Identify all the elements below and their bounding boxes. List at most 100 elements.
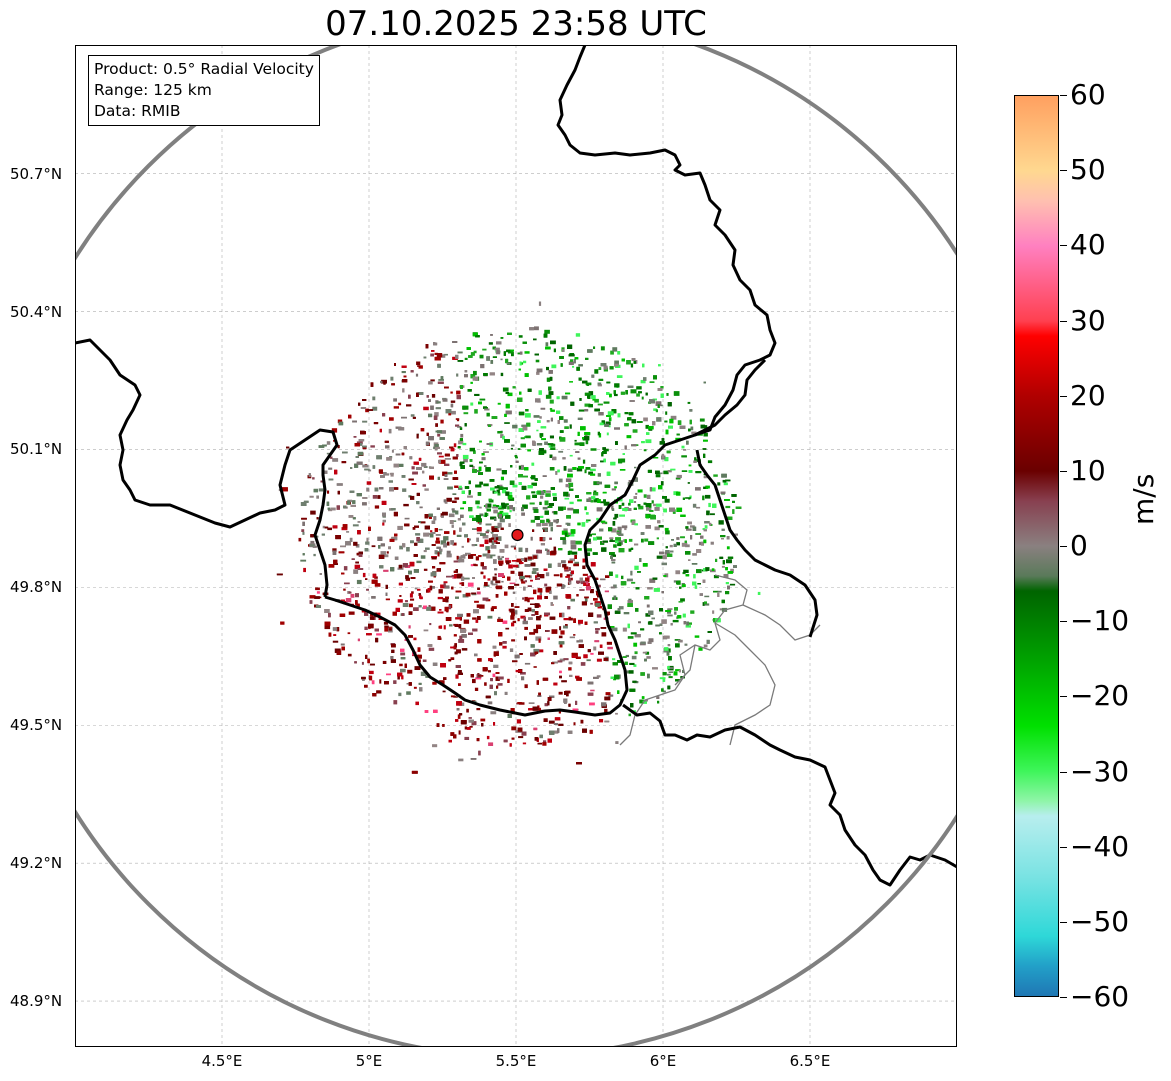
echo-pixel bbox=[393, 700, 398, 705]
echo-pixel bbox=[524, 575, 531, 578]
echo-pixel bbox=[452, 500, 457, 503]
echo-pixel bbox=[553, 682, 558, 686]
echo-pixel bbox=[532, 529, 535, 532]
echo-pixel bbox=[659, 441, 665, 445]
echo-pixel bbox=[401, 365, 407, 368]
echo-pixel bbox=[401, 416, 407, 419]
echo-pixel bbox=[661, 438, 665, 441]
echo-pixel bbox=[528, 617, 533, 620]
echo-pixel bbox=[389, 417, 394, 421]
echo-pixel bbox=[721, 538, 724, 540]
echo-pixel bbox=[649, 399, 655, 404]
echo-pixel bbox=[436, 546, 441, 549]
echo-pixel bbox=[401, 371, 406, 374]
echo-pixel bbox=[468, 507, 473, 512]
echo-pixel bbox=[647, 587, 653, 590]
echo-pixel bbox=[548, 386, 552, 391]
echo-pixel bbox=[380, 543, 385, 547]
echo-pixel bbox=[389, 487, 394, 492]
echo-pixel bbox=[598, 378, 604, 381]
echo-pixel bbox=[624, 507, 629, 509]
echo-pixel bbox=[428, 647, 435, 651]
echo-pixel bbox=[402, 488, 407, 492]
echo-pixel bbox=[320, 480, 325, 483]
echo-pixel bbox=[539, 734, 543, 739]
echo-pixel bbox=[488, 742, 494, 746]
echo-pixel bbox=[569, 488, 574, 491]
echo-pixel bbox=[681, 455, 687, 458]
echo-pixel bbox=[413, 554, 418, 557]
echo-pixel bbox=[628, 538, 633, 542]
echo-pixel bbox=[657, 700, 660, 704]
echo-pixel bbox=[382, 413, 386, 417]
echo-pixel bbox=[565, 690, 571, 694]
echo-pixel bbox=[667, 614, 673, 617]
echo-pixel bbox=[664, 498, 670, 503]
echo-pixel bbox=[642, 563, 648, 567]
echo-pixel bbox=[565, 392, 571, 395]
echo-pixel bbox=[593, 598, 598, 601]
echo-pixel bbox=[451, 586, 454, 590]
echo-pixel bbox=[558, 635, 563, 639]
echo-pixel bbox=[415, 701, 419, 706]
echo-pixel bbox=[568, 560, 573, 564]
radar-map[interactable] bbox=[75, 45, 957, 1047]
echo-pixel bbox=[407, 669, 413, 674]
echo-pixel bbox=[644, 596, 650, 600]
echo-pixel bbox=[366, 588, 369, 591]
echo-pixel bbox=[493, 509, 498, 514]
echo-pixel bbox=[757, 591, 761, 595]
echo-pixel bbox=[533, 555, 537, 559]
echo-pixel bbox=[452, 576, 456, 579]
echo-pixel bbox=[439, 637, 442, 640]
echo-pixel bbox=[459, 527, 462, 532]
echo-pixel bbox=[467, 582, 474, 587]
echo-pixel bbox=[463, 412, 469, 415]
echo-pixel bbox=[286, 446, 290, 449]
echo-pixel bbox=[625, 654, 629, 658]
echo-pixel bbox=[693, 460, 697, 463]
echo-pixel bbox=[440, 419, 444, 424]
echo-pixel bbox=[488, 658, 493, 662]
echo-pixel bbox=[526, 495, 531, 500]
echo-pixel bbox=[670, 468, 676, 471]
echo-pixel bbox=[624, 423, 629, 427]
echo-pixel bbox=[371, 596, 376, 599]
echo-pixel bbox=[528, 575, 532, 579]
echo-pixel bbox=[544, 612, 550, 616]
echo-pixel bbox=[599, 422, 604, 426]
echo-pixel bbox=[614, 427, 620, 430]
echo-pixel bbox=[613, 517, 617, 520]
echo-pixel bbox=[664, 573, 669, 578]
echo-pixel bbox=[532, 507, 538, 511]
echo-pixel bbox=[547, 506, 553, 508]
echo-pixel bbox=[419, 506, 423, 509]
echo-pixel bbox=[601, 452, 604, 457]
echo-pixel bbox=[614, 610, 621, 614]
echo-pixel bbox=[401, 613, 405, 616]
echo-pixel bbox=[509, 582, 516, 585]
echo-pixel bbox=[457, 556, 462, 561]
echo-pixel bbox=[612, 662, 618, 666]
echo-pixel bbox=[551, 550, 557, 555]
echo-pixel bbox=[453, 696, 458, 698]
echo-pixel bbox=[653, 457, 659, 459]
echo-pixel bbox=[444, 474, 448, 477]
echo-pixel bbox=[694, 585, 698, 589]
echo-pixel bbox=[452, 510, 456, 513]
echo-pixel bbox=[565, 478, 572, 482]
echo-pixel bbox=[498, 486, 504, 490]
echo-pixel bbox=[324, 621, 331, 626]
echo-pixel bbox=[480, 571, 484, 575]
echo-pixel bbox=[705, 494, 711, 499]
echo-pixel bbox=[667, 644, 671, 647]
echo-pixel bbox=[594, 369, 599, 374]
echo-pixel bbox=[443, 625, 446, 630]
echo-pixel bbox=[520, 562, 524, 564]
echo-pixel bbox=[516, 719, 521, 724]
echo-pixel bbox=[636, 421, 643, 423]
echo-pixel bbox=[362, 445, 367, 448]
echo-pixel bbox=[495, 580, 501, 584]
echo-pixel bbox=[424, 488, 429, 491]
echo-pixel bbox=[484, 512, 487, 517]
